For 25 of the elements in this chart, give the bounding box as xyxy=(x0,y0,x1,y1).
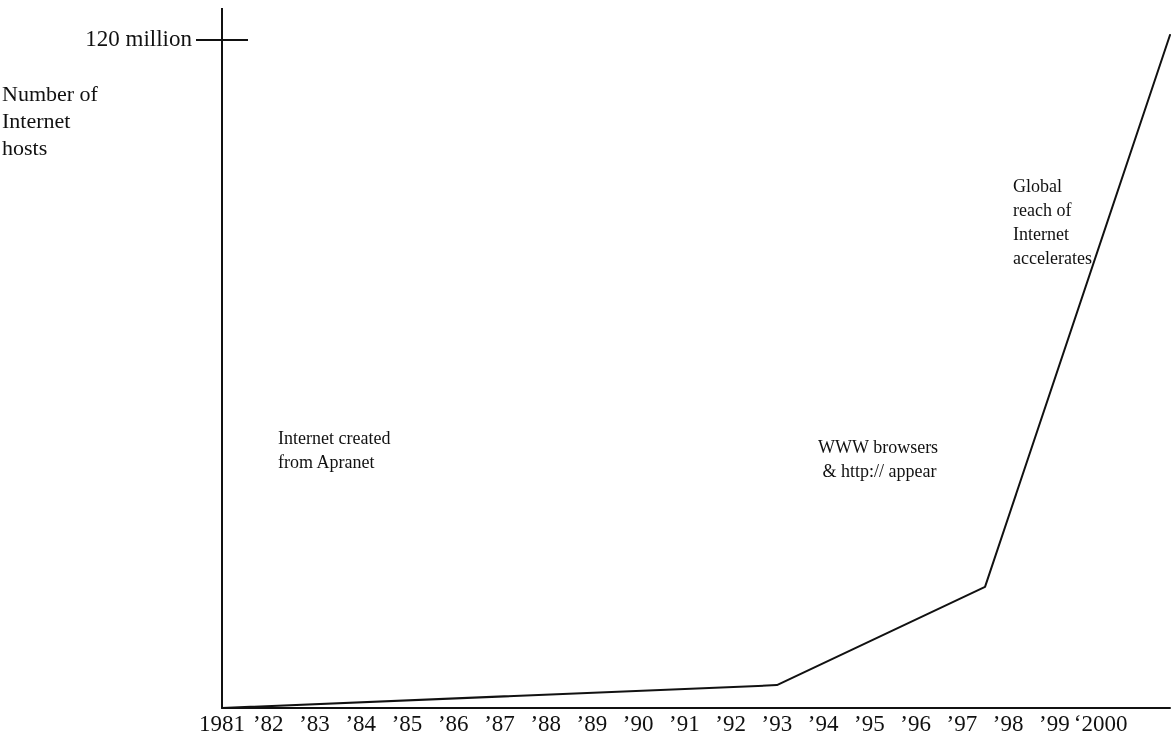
annotation: Internet created from Apranet xyxy=(278,428,391,472)
x-tick-label: ’97 xyxy=(946,711,978,736)
text: 120 million xyxy=(85,26,192,52)
y-axis-title: Number of Internet hosts xyxy=(2,80,98,161)
x-tick-label: ’87 xyxy=(484,711,515,736)
x-tick-label: ’96 xyxy=(900,711,931,736)
x-tick-label: ’98 xyxy=(992,711,1024,736)
x-tick-label: ’85 xyxy=(391,711,423,736)
x-tick-label: ’82 xyxy=(252,711,284,736)
x-tick-label: ’99 xyxy=(1039,711,1070,736)
annotation: Global reach of Internet accelerates xyxy=(1013,176,1092,268)
annotation: WWW browsers & http:// appear xyxy=(818,437,939,481)
x-tick-label: ’94 xyxy=(807,711,839,736)
x-tick-label: ’91 xyxy=(669,711,700,736)
x-tick-label: ’84 xyxy=(345,711,377,736)
x-tick-label: ’86 xyxy=(437,711,469,736)
x-tick-label: ’90 xyxy=(622,711,654,736)
x-tick-label: ’93 xyxy=(761,711,793,736)
x-tick-label: ‘2000 xyxy=(1073,711,1128,736)
x-tick-label: 1981 xyxy=(199,711,245,736)
x-tick-label: ’95 xyxy=(854,711,885,736)
x-tick-label: ’89 xyxy=(576,711,608,736)
x-tick-label: ’83 xyxy=(299,711,330,736)
x-tick-label: ’88 xyxy=(530,711,562,736)
x-tick-label: ’92 xyxy=(715,711,747,736)
